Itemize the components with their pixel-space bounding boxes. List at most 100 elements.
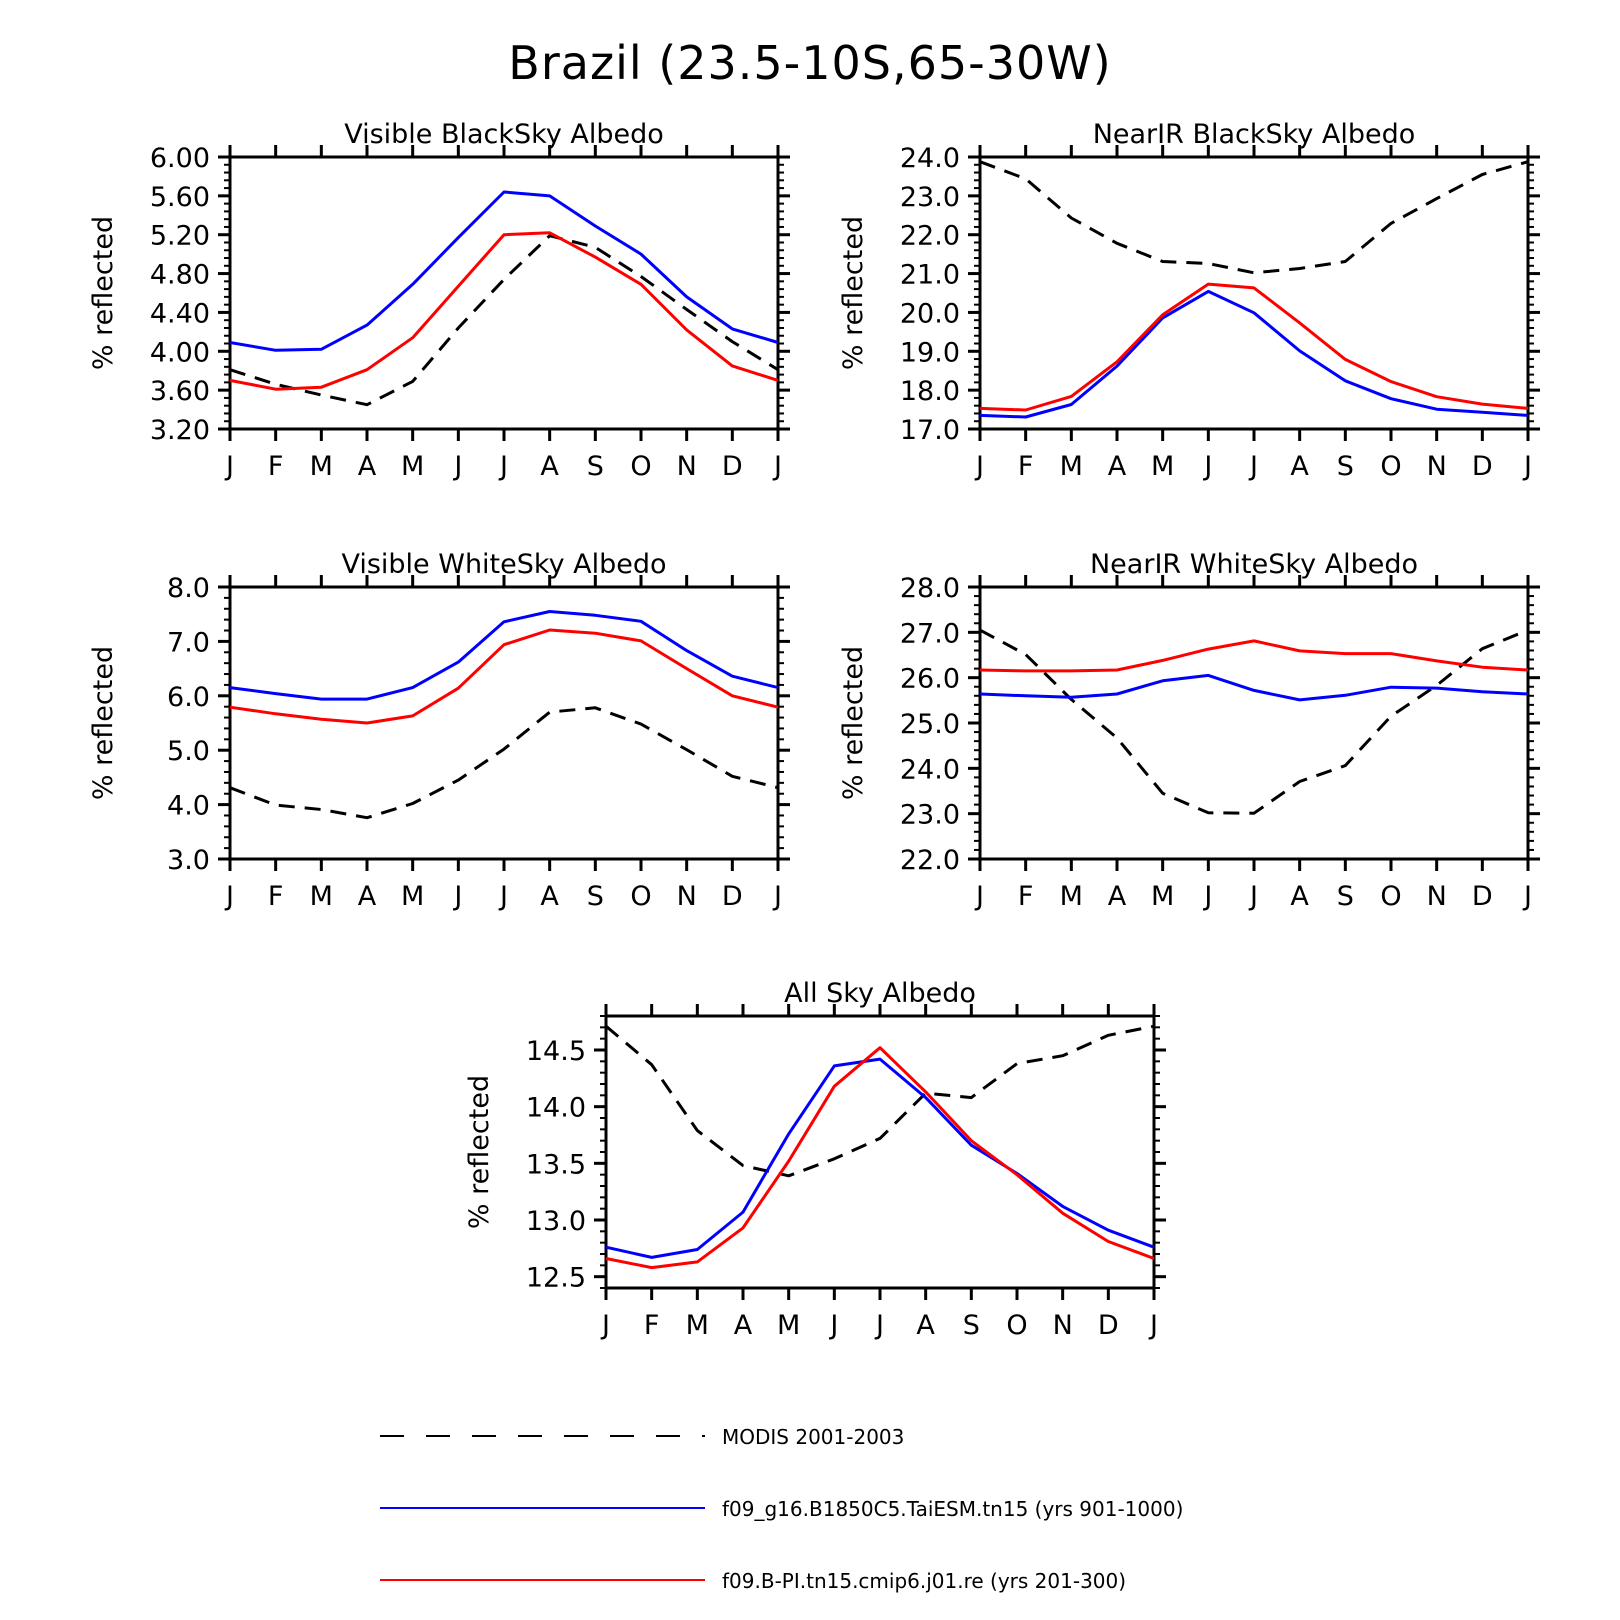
- series-line-taiesm: [979, 289, 1529, 419]
- x-tick-label: M: [310, 881, 333, 912]
- legend-label: f09.B-PI.tn15.cmip6.j01.re (yrs 201-300): [722, 1569, 1126, 1593]
- x-tick-label: J: [498, 451, 508, 482]
- x-tick-label: N: [1427, 451, 1447, 482]
- x-tick-label: O: [630, 451, 651, 482]
- x-tick-label: M: [1151, 881, 1174, 912]
- x-tick-label: N: [677, 451, 697, 482]
- x-tick-label: M: [310, 451, 333, 482]
- plot-frame: [604, 1014, 1156, 1290]
- y-tick-label: 14.0: [526, 1093, 586, 1124]
- y-tick-label: 5.20: [150, 221, 210, 252]
- series-line-cmip6: [979, 282, 1529, 412]
- plot-frame: [978, 585, 1530, 861]
- series-line-taiesm: [229, 610, 779, 701]
- series-line-modis: [605, 1024, 1155, 1178]
- series-line-taiesm: [229, 190, 779, 352]
- series-line-cmip6: [229, 628, 779, 725]
- x-tick-label: F: [1018, 881, 1034, 912]
- x-tick-label: J: [1248, 881, 1258, 912]
- y-tick-label: 19.0: [900, 337, 960, 368]
- y-tick-label: 24.0: [900, 754, 960, 785]
- y-tick-label: 5.60: [150, 182, 210, 213]
- y-tick-label: 23.0: [900, 800, 960, 831]
- x-tick-label: O: [1380, 451, 1401, 482]
- series-line-modis: [979, 160, 1529, 275]
- y-axis-label: % reflected: [838, 216, 869, 370]
- figure-title: Brazil (23.5-10S,65-30W): [508, 36, 1112, 90]
- y-axis-label: % reflected: [464, 1075, 495, 1229]
- x-tick-label: F: [1018, 451, 1034, 482]
- y-tick-label: 25.0: [900, 709, 960, 740]
- x-tick-label: J: [1248, 451, 1258, 482]
- x-tick-label: D: [1098, 1310, 1119, 1341]
- series-line-taiesm: [605, 1057, 1155, 1259]
- panel-title: Visible BlackSky Albedo: [344, 119, 664, 150]
- plot-frame: [228, 585, 780, 861]
- x-tick-label: A: [540, 451, 559, 482]
- x-tick-label: F: [268, 881, 284, 912]
- panel-title: NearIR WhiteSky Albedo: [1090, 549, 1418, 580]
- x-tick-label: F: [644, 1310, 660, 1341]
- y-axis-label: % reflected: [88, 646, 119, 800]
- y-tick-label: 27.0: [900, 618, 960, 649]
- y-tick-label: 20.0: [900, 298, 960, 329]
- series-line-modis: [229, 706, 779, 820]
- x-tick-label: S: [1337, 451, 1354, 482]
- y-tick-label: 6.0: [167, 682, 210, 713]
- y-tick-label: 7.0: [167, 627, 210, 658]
- series-line-cmip6: [605, 1046, 1155, 1270]
- x-tick-label: J: [224, 881, 234, 912]
- x-tick-label: M: [1060, 451, 1083, 482]
- x-tick-label: M: [777, 1310, 800, 1341]
- x-tick-label: N: [677, 881, 697, 912]
- y-tick-label: 14.5: [526, 1036, 586, 1067]
- panel-title: All Sky Albedo: [784, 978, 976, 1009]
- y-axis-label: % reflected: [838, 646, 869, 800]
- y-tick-label: 12.5: [526, 1263, 586, 1294]
- series-line-modis: [979, 628, 1529, 815]
- y-tick-label: 26.0: [900, 664, 960, 695]
- x-tick-label: S: [1337, 881, 1354, 912]
- x-tick-label: J: [772, 881, 782, 912]
- x-tick-label: J: [452, 881, 462, 912]
- series-line-modis: [229, 234, 779, 407]
- y-tick-label: 5.0: [167, 736, 210, 767]
- series-line-cmip6: [229, 231, 779, 391]
- x-tick-label: J: [1522, 881, 1532, 912]
- x-tick-label: N: [1053, 1310, 1073, 1341]
- legend-label: f09_g16.B1850C5.TaiESM.tn15 (yrs 901-100…: [722, 1497, 1183, 1521]
- x-tick-label: A: [358, 451, 377, 482]
- x-tick-label: J: [874, 1310, 884, 1341]
- x-tick-label: J: [828, 1310, 838, 1341]
- y-tick-label: 13.5: [526, 1149, 586, 1180]
- x-tick-label: M: [686, 1310, 709, 1341]
- y-tick-label: 3.20: [150, 415, 210, 446]
- y-tick-label: 22.0: [900, 845, 960, 876]
- x-tick-label: J: [600, 1310, 610, 1341]
- y-tick-label: 4.0: [167, 791, 210, 822]
- x-tick-label: M: [401, 451, 424, 482]
- x-tick-label: M: [401, 881, 424, 912]
- x-tick-label: D: [1472, 451, 1493, 482]
- y-tick-label: 17.0: [900, 415, 960, 446]
- x-tick-label: A: [1290, 881, 1309, 912]
- x-tick-label: A: [358, 881, 377, 912]
- x-tick-label: J: [974, 881, 984, 912]
- x-tick-label: A: [916, 1310, 935, 1341]
- x-tick-label: J: [974, 451, 984, 482]
- legend: MODIS 2001-2003 f09_g16.B1850C5.TaiESM.tn…: [380, 1425, 1183, 1593]
- x-tick-label: A: [1108, 451, 1127, 482]
- x-tick-label: N: [1427, 881, 1447, 912]
- x-tick-label: J: [452, 451, 462, 482]
- x-tick-label: J: [1522, 451, 1532, 482]
- y-tick-label: 21.0: [900, 260, 960, 291]
- y-tick-label: 4.80: [150, 260, 210, 291]
- y-tick-label: 23.0: [900, 182, 960, 213]
- x-tick-label: D: [1472, 881, 1493, 912]
